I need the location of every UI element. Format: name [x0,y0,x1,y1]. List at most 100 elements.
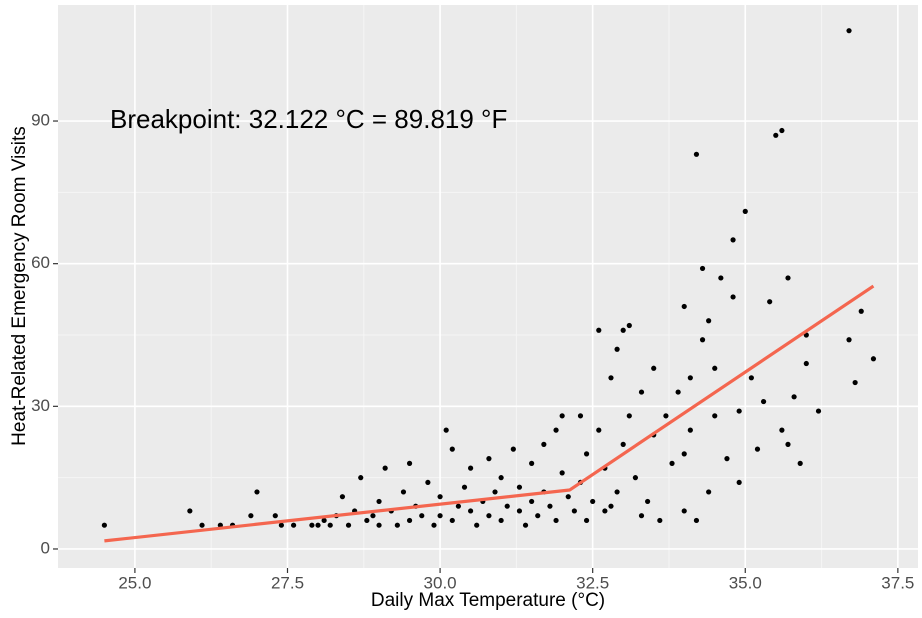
point [846,337,852,343]
point [632,475,639,481]
point [406,517,413,524]
point [529,498,535,505]
point [577,413,584,419]
point [400,489,407,495]
point [699,265,706,272]
point [358,475,364,481]
point [687,375,693,381]
point [730,294,736,300]
point [852,379,858,386]
point [559,470,565,476]
point [541,441,547,447]
point [510,446,516,452]
y-tick-label: 60 [31,253,50,272]
point [626,413,632,419]
point [583,451,590,457]
point [754,446,761,452]
point [638,513,645,519]
point [675,389,681,395]
point [376,498,382,505]
point [309,522,315,528]
y-tick-label: 90 [31,111,50,130]
point [529,460,535,466]
point [370,513,376,519]
point [706,318,712,324]
point [706,489,712,495]
fit-line [104,284,875,543]
point [858,308,864,314]
point [449,517,455,524]
point [339,494,346,500]
point [486,513,492,519]
point [522,522,529,528]
point [345,522,352,528]
point [657,517,663,524]
point [553,427,559,433]
x-axis-title: Daily Max Temperature (°C) [371,590,605,611]
point [779,127,785,134]
point [327,522,333,528]
point [870,356,877,362]
point [620,441,626,447]
point [553,517,559,524]
point [461,484,468,490]
point [382,465,388,471]
point [290,522,297,528]
x-tick-label: 25.0 [118,573,151,592]
point [712,365,718,371]
point [498,475,504,481]
point [565,494,571,500]
point [773,132,779,138]
point [712,413,718,419]
point [437,494,443,500]
point [608,503,614,509]
point [583,517,590,524]
point [590,498,596,505]
point [419,513,425,519]
point [516,508,523,514]
point [614,489,620,495]
point [681,508,687,514]
annotation: Breakpoint: 32.122 °C = 89.819 °F [110,104,507,134]
point [504,503,510,509]
point [651,365,657,371]
point [693,517,700,524]
point [620,327,626,333]
point [101,522,107,528]
point [492,489,498,495]
point [468,465,474,471]
point [364,517,370,524]
point [516,484,523,490]
point [437,513,443,519]
point [455,503,461,509]
point [742,208,748,214]
point [248,513,254,519]
point [272,513,278,519]
point [431,522,437,528]
point [571,508,577,514]
point [406,460,413,466]
point [803,360,809,367]
point [187,508,193,514]
point [785,441,791,447]
point [321,517,327,524]
point [687,427,693,433]
y-tick-label: 0 [41,538,50,557]
point [693,151,700,157]
x-tick-label: 35.0 [729,573,762,592]
point [614,346,620,352]
point [486,456,492,462]
point [699,337,706,343]
x-tick-label: 37.5 [881,573,914,592]
point [498,517,504,524]
point [638,389,645,395]
point [602,508,608,514]
point [681,451,687,457]
point [596,327,602,333]
point [718,275,724,281]
point [394,522,400,528]
point [779,427,785,433]
point [645,498,651,505]
point [468,508,474,514]
